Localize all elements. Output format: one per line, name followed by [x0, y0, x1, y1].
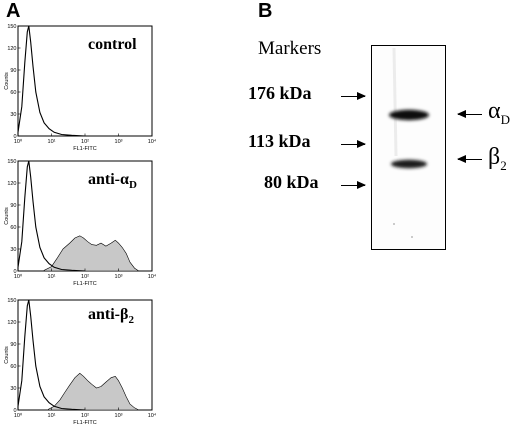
blot-bands-svg [389, 47, 429, 238]
y-tick-label: 90 [10, 68, 16, 74]
x-tick-label: 10⁰ [14, 412, 23, 419]
histogram-outline [17, 160, 86, 272]
x-tick-label: 10² [81, 139, 89, 145]
y-tick-label: 0 [13, 408, 16, 414]
x-tick-label: 10³ [115, 139, 123, 145]
y-tick-label: 120 [7, 320, 16, 326]
band-beta-2 [391, 159, 427, 169]
y-tick-label: 120 [7, 46, 16, 52]
x-tick-label: 10⁴ [148, 273, 156, 280]
histogram-anti-beta-2-svg: 0 30 60 90 120 150 10⁰ 10¹ 10² 10³ 10⁴ FL1-FITC Coun… [4, 298, 156, 426]
blot-smear [392, 47, 398, 157]
y-tick-label: 90 [10, 342, 16, 348]
x-tick-label: 10² [81, 413, 89, 419]
histogram-anti-alpha-d: 0 30 60 90 120 150 10⁰ 10¹ 10² 10³ 10⁴ FL1-FITC Coun… [4, 157, 156, 289]
histogram-label-sub: D [128, 179, 137, 192]
x-tick-label: 10³ [115, 413, 123, 419]
histogram-label: control [88, 36, 137, 56]
x-axis-title: FL1-FITC [73, 146, 97, 152]
x-axis-title: FL1-FITC [73, 281, 97, 287]
x-axis-title: FL1-FITC [73, 420, 97, 426]
x-tick-label: 10³ [115, 274, 123, 280]
markers-title: Markers [258, 38, 322, 59]
y-axis-title: Counts [4, 207, 10, 225]
blot-speck [411, 236, 413, 238]
y-tick-label: 150 [7, 24, 16, 30]
x-tick-label: 10¹ [48, 413, 56, 419]
histogram-filled [43, 235, 140, 272]
histogram-filled [48, 372, 139, 411]
y-tick-label: 90 [10, 203, 16, 209]
histogram-label-main: anti-β [88, 306, 129, 323]
y-tick-label: 30 [10, 112, 16, 118]
y-tick-label: 60 [10, 90, 16, 96]
y-axis-title: Counts [4, 346, 10, 364]
histogram-anti-alpha-d-svg: 0 30 60 90 120 150 10⁰ 10¹ 10² 10³ 10⁴ FL1-FITC Coun… [4, 159, 156, 287]
y-tick-label: 0 [13, 134, 16, 140]
x-tick-label: 10¹ [48, 139, 56, 145]
marker-113: 113 kDa [248, 131, 311, 151]
histogram-label-main: anti-α [88, 171, 129, 188]
marker-176-arrow-icon [341, 92, 366, 100]
marker-80: 80 kDa [264, 172, 319, 192]
y-tick-label: 30 [10, 386, 16, 392]
y-tick-label: 120 [7, 181, 16, 187]
y-tick-label: 30 [10, 247, 16, 253]
band-alpha-main: α [488, 98, 501, 124]
histogram-control: 0 30 60 90 120 150 10⁰ 10¹ 10² 10³ 10⁴ FL1-FITC Coun… [4, 22, 156, 154]
histogram-label: anti-αD [88, 171, 137, 191]
band-alpha-arrow-icon [457, 110, 482, 118]
band-beta-sub: 2 [500, 157, 507, 173]
x-tick-label: 10⁰ [14, 138, 23, 145]
y-axis-title: Counts [4, 72, 10, 90]
blot-speck [393, 223, 395, 225]
histogram-control-svg: 0 30 60 90 120 150 10⁰ 10¹ 10² 10³ 10⁴ FL1-FITC Coun… [4, 24, 156, 152]
band-beta-main: β [488, 144, 501, 170]
band-beta-arrow-icon [457, 155, 482, 163]
y-tick-label: 150 [7, 298, 16, 304]
x-tick-label: 10⁴ [148, 412, 156, 419]
x-tick-label: 10⁴ [148, 138, 156, 145]
x-tick-label: 10² [81, 274, 89, 280]
panel-b-letter: B [258, 0, 273, 22]
marker-80-arrow-icon [341, 181, 366, 189]
y-tick-label: 150 [7, 159, 16, 165]
marker-113-arrow-icon [341, 140, 366, 148]
band-alpha-label: αD [488, 98, 510, 128]
band-alpha-sub: D [500, 111, 510, 127]
band-alpha-d [389, 109, 429, 121]
histogram-outline [17, 299, 86, 411]
panel-a-letter: A [6, 0, 21, 22]
y-tick-label: 0 [13, 269, 16, 275]
histogram-label-main: control [88, 36, 137, 53]
x-tick-label: 10¹ [48, 274, 56, 280]
histogram-anti-beta-2: 0 30 60 90 120 150 10⁰ 10¹ 10² 10³ 10⁴ FL1-FITC Coun… [4, 296, 156, 428]
x-tick-label: 10⁰ [14, 273, 23, 280]
y-tick-label: 60 [10, 364, 16, 370]
band-beta-label: β2 [488, 144, 507, 174]
marker-176: 176 kDa [248, 83, 312, 103]
plot-frame [17, 25, 153, 137]
y-tick-label: 60 [10, 225, 16, 231]
histogram-label: anti-β2 [88, 306, 134, 326]
histogram-label-sub: 2 [128, 314, 134, 327]
western-blot [371, 45, 446, 250]
histogram-outline [17, 25, 86, 137]
